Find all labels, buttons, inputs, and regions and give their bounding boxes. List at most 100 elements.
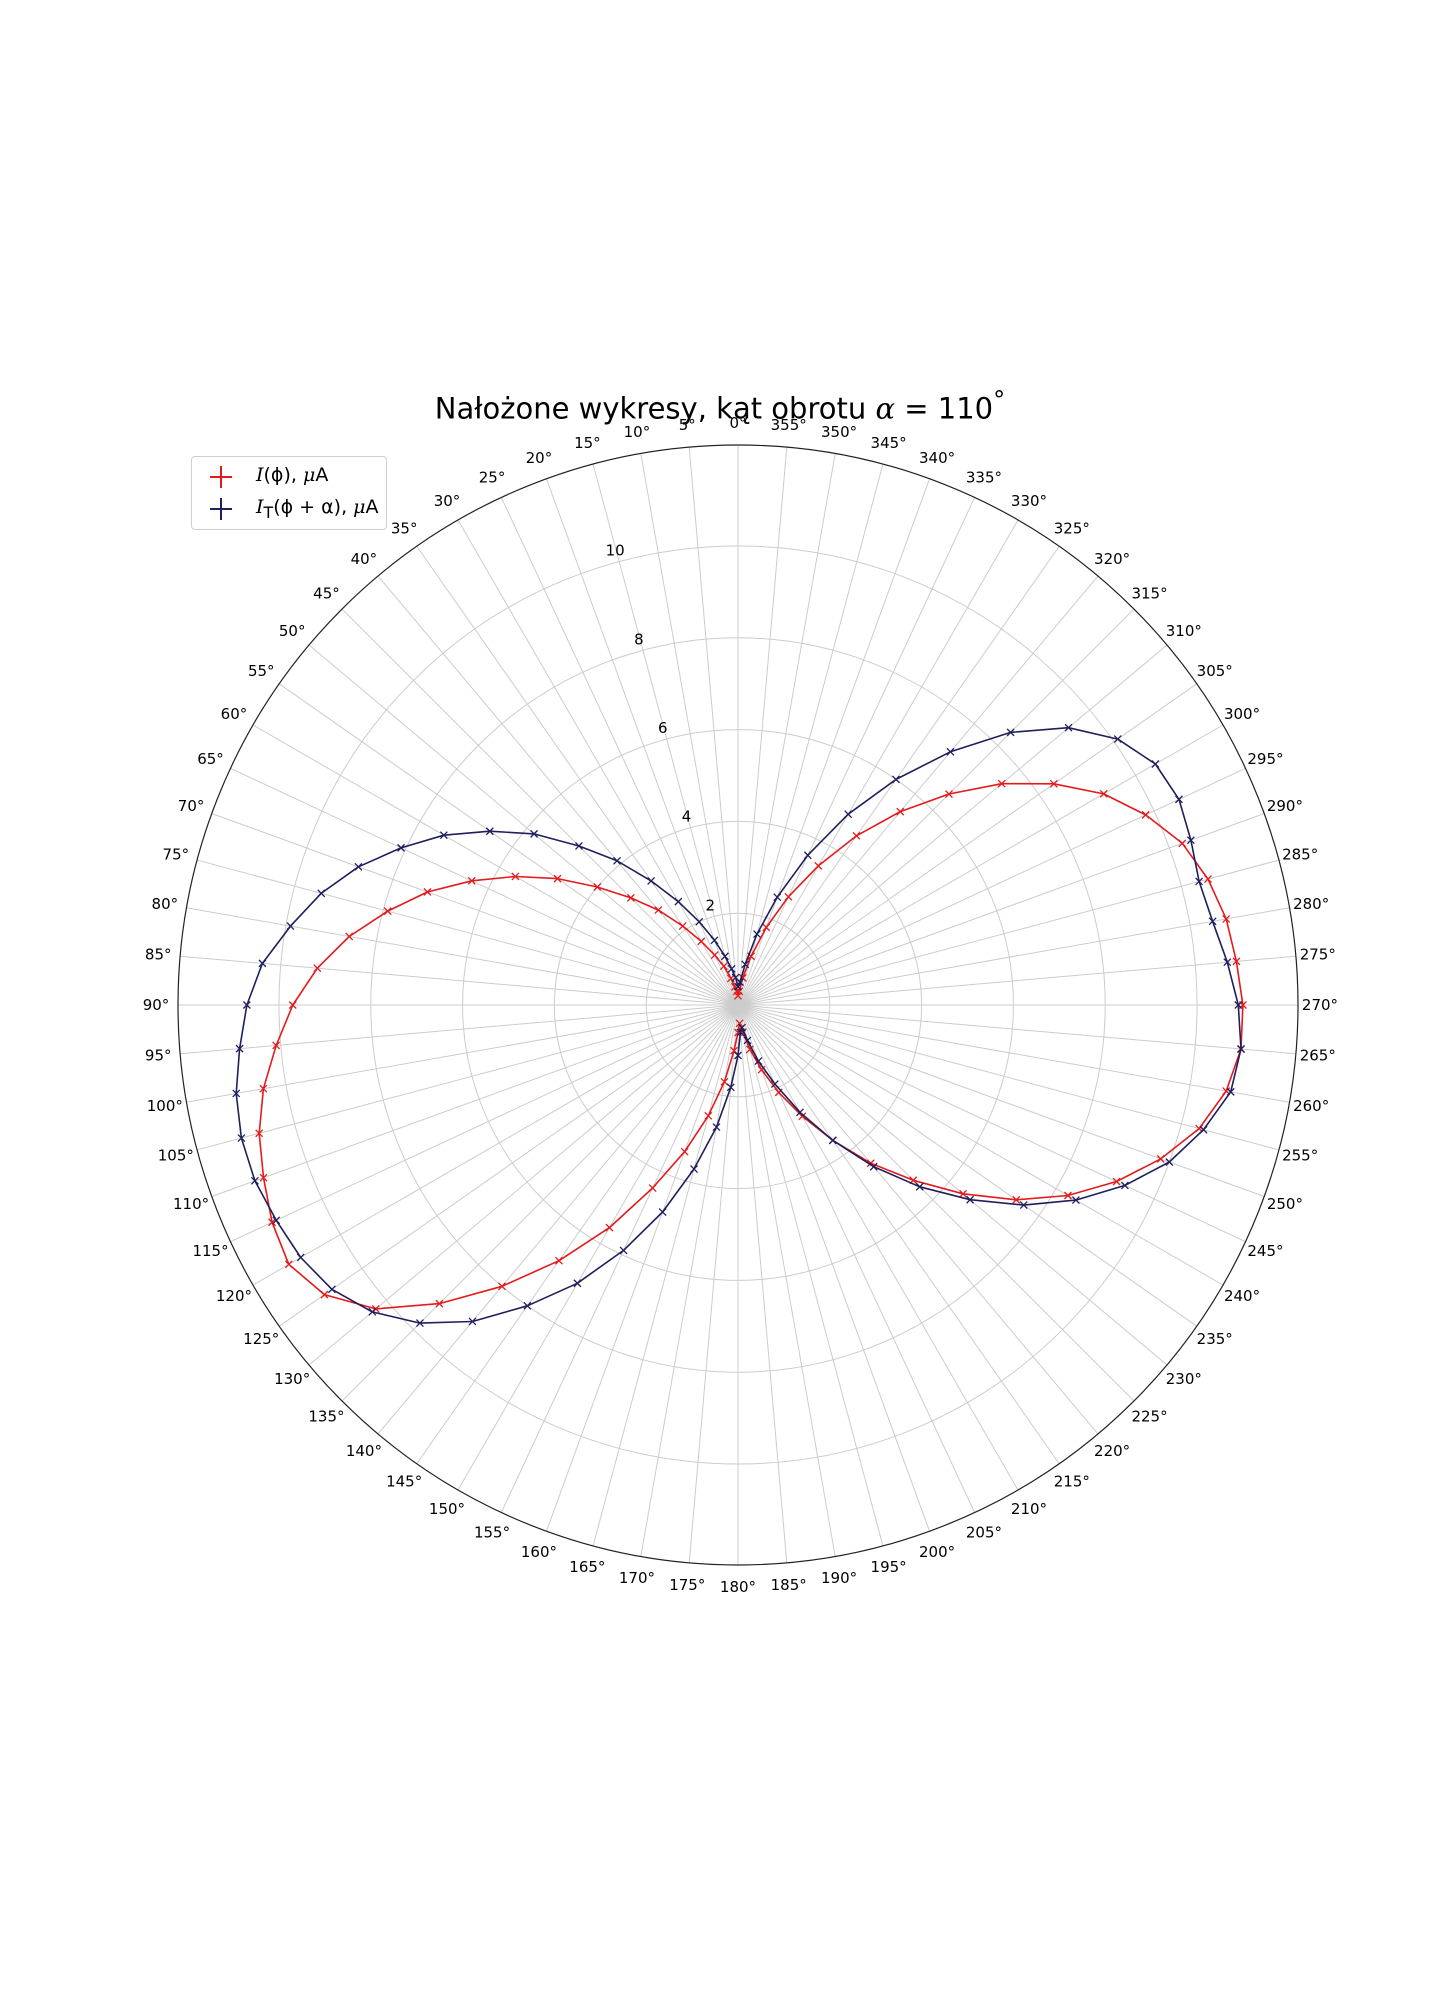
grid-spoke-295 bbox=[737, 767, 1246, 1006]
r-tick-label: 4 bbox=[682, 808, 692, 826]
theta-tick-label: 210° bbox=[1011, 1500, 1047, 1518]
theta-tick-label: 230° bbox=[1166, 1370, 1202, 1388]
theta-tick-label: 255° bbox=[1282, 1147, 1318, 1165]
series-0-point bbox=[1049, 779, 1058, 788]
grid-spoke-250 bbox=[737, 1004, 1265, 1198]
series-1-point bbox=[753, 930, 761, 939]
theta-tick-label: 215° bbox=[1054, 1473, 1090, 1491]
series-1-point bbox=[828, 1136, 837, 1145]
grid-spoke-45 bbox=[341, 608, 739, 1006]
grid-spoke-120 bbox=[252, 1004, 739, 1286]
grid-spoke-300 bbox=[737, 724, 1224, 1006]
grid-spoke-95 bbox=[180, 1004, 739, 1055]
series-1-point bbox=[796, 1108, 804, 1117]
theta-tick-label: 280° bbox=[1293, 895, 1329, 913]
series-1-point bbox=[695, 917, 704, 926]
grid-spoke-275 bbox=[737, 955, 1296, 1006]
grid-spoke-20 bbox=[545, 478, 739, 1006]
series-0-point bbox=[680, 1147, 689, 1156]
theta-tick-label: 35° bbox=[391, 519, 418, 537]
theta-tick-label: 225° bbox=[1131, 1408, 1167, 1426]
grid-spoke-235 bbox=[737, 1004, 1198, 1327]
series-1-point bbox=[415, 1319, 424, 1328]
theta-tick-label: 235° bbox=[1197, 1330, 1233, 1348]
series-0-point bbox=[1099, 789, 1108, 798]
grid-spoke-285 bbox=[737, 859, 1280, 1006]
series-1-point bbox=[1071, 1196, 1080, 1205]
grid-spoke-315 bbox=[737, 608, 1135, 1006]
theta-tick-label: 105° bbox=[158, 1147, 194, 1165]
theta-tick-label: 275° bbox=[1300, 945, 1336, 963]
series-1-point bbox=[1113, 735, 1122, 744]
series-1-point bbox=[1165, 1158, 1174, 1166]
series-1-point bbox=[966, 1195, 975, 1204]
grid-spoke-200 bbox=[737, 1004, 931, 1532]
theta-tick-label: 180° bbox=[720, 1578, 756, 1596]
grid-spoke-75 bbox=[196, 859, 739, 1006]
grid-spoke-350 bbox=[737, 453, 836, 1006]
theta-tick-label: 240° bbox=[1224, 1287, 1260, 1305]
legend-marker-icon bbox=[206, 495, 236, 523]
series-0-point bbox=[1156, 1154, 1165, 1163]
series-1-point bbox=[869, 1162, 878, 1171]
series-0-point bbox=[1232, 957, 1241, 966]
series-1-point bbox=[317, 889, 326, 898]
theta-tick-label: 70° bbox=[178, 797, 205, 815]
series-0-point bbox=[435, 1299, 444, 1308]
theta-tick-label: 250° bbox=[1267, 1195, 1303, 1213]
series-0-point bbox=[288, 1001, 297, 1009]
theta-tick-label: 45° bbox=[313, 584, 340, 602]
series-0-point bbox=[719, 962, 728, 971]
series-1-point bbox=[530, 829, 539, 838]
theta-tick-label: 15° bbox=[574, 434, 601, 452]
series-1-point bbox=[613, 856, 621, 865]
theta-tick-label: 85° bbox=[145, 945, 172, 963]
theta-tick-label: 320° bbox=[1094, 550, 1130, 568]
theta-tick-label: 170° bbox=[619, 1569, 655, 1587]
theta-tick-label: 295° bbox=[1247, 750, 1283, 768]
grid-spoke-165 bbox=[592, 1004, 739, 1547]
series-0-point bbox=[626, 893, 635, 902]
series-layer bbox=[232, 723, 1247, 1328]
grid-spoke-40 bbox=[377, 575, 739, 1006]
grid-spoke-70 bbox=[211, 812, 739, 1006]
theta-tick-label: 330° bbox=[1011, 492, 1047, 510]
series-0-point bbox=[654, 906, 663, 915]
grid-spoke-215 bbox=[737, 1004, 1060, 1465]
theta-tick-label: 325° bbox=[1054, 519, 1090, 537]
polar-frame bbox=[177, 444, 1299, 1566]
theta-tick-label: 200° bbox=[919, 1543, 955, 1561]
series-1-point bbox=[844, 810, 853, 819]
series-0-point bbox=[320, 1290, 329, 1299]
series-1-point bbox=[242, 1001, 251, 1009]
series-0-point bbox=[1204, 875, 1212, 884]
series-0-point bbox=[734, 991, 742, 1000]
series-0-point bbox=[259, 1084, 268, 1093]
theta-tick-label: 30° bbox=[434, 492, 461, 510]
theta-tick-label: 300° bbox=[1224, 705, 1260, 723]
theta-tick-label: 270° bbox=[1302, 996, 1338, 1014]
theta-tick-label: 155° bbox=[474, 1523, 510, 1541]
theta-tick-label: 130° bbox=[274, 1370, 310, 1388]
theta-tick-label: 120° bbox=[216, 1287, 252, 1305]
theta-tick-label: 355° bbox=[771, 416, 807, 434]
series-0-point bbox=[648, 1184, 657, 1193]
series-1-point bbox=[1019, 1201, 1028, 1210]
series-0-point bbox=[284, 1260, 293, 1269]
series-1-point bbox=[327, 1285, 336, 1294]
grid-spoke-280 bbox=[737, 907, 1290, 1006]
r-tick-label: 8 bbox=[634, 630, 644, 648]
series-1-point bbox=[258, 959, 267, 968]
series-1-point bbox=[1175, 795, 1183, 804]
grid-spoke-210 bbox=[737, 1004, 1019, 1491]
theta-tick-label: 335° bbox=[966, 469, 1002, 487]
series-0-point bbox=[498, 1282, 506, 1291]
series-1-point bbox=[250, 1176, 259, 1185]
grid-spoke-145 bbox=[416, 1004, 739, 1465]
grid-spoke-230 bbox=[737, 1004, 1168, 1366]
series-1-point bbox=[727, 964, 736, 973]
series-0-point bbox=[1012, 1195, 1021, 1204]
grid-spoke-340 bbox=[737, 478, 931, 1006]
series-1-point bbox=[1151, 760, 1160, 768]
series-1-point bbox=[726, 1083, 735, 1092]
